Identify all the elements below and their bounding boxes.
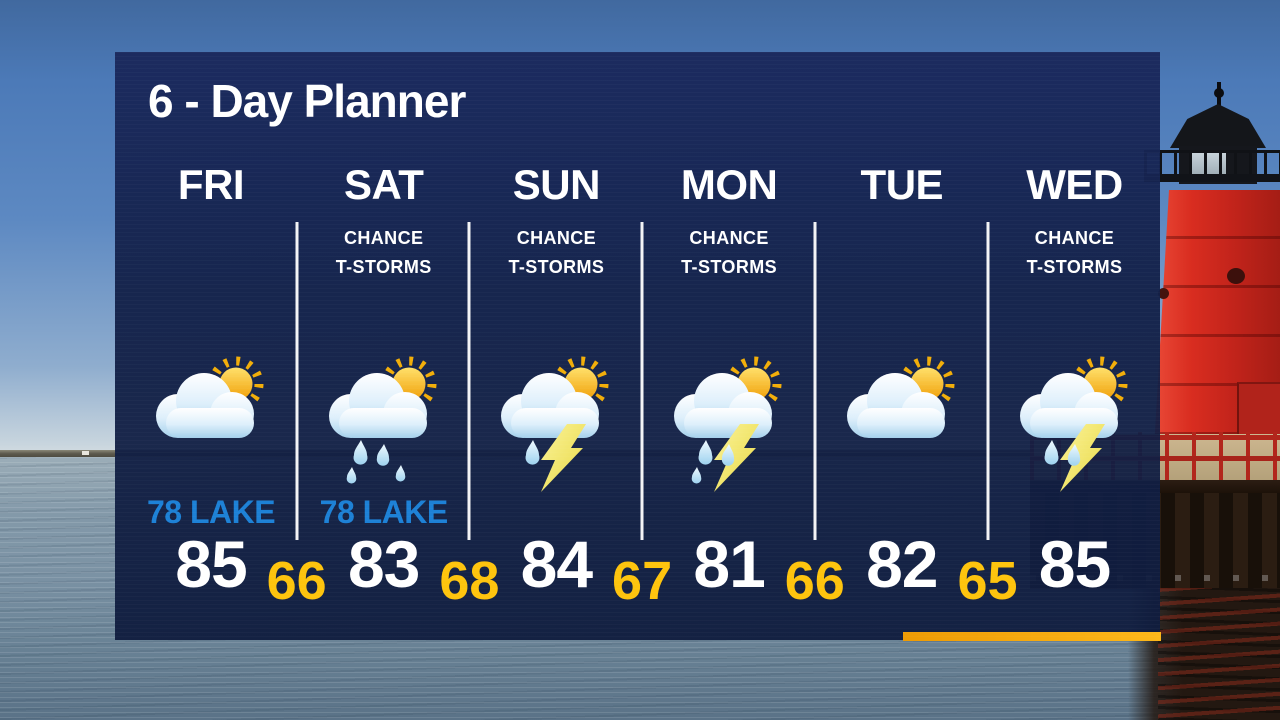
accent-underline	[903, 632, 1161, 641]
condition-text: CHANCE T-STORMS	[297, 224, 471, 286]
day-label: FRI	[177, 161, 245, 208]
column-divider	[813, 222, 817, 540]
high-temp: 85	[1038, 527, 1111, 601]
weather-icon-sun-tstorm	[483, 344, 629, 496]
lighthouse-porthole	[1227, 268, 1245, 284]
column-divider	[640, 222, 644, 540]
distant-building	[82, 451, 89, 455]
weather-icon-partly-cloudy	[138, 344, 284, 496]
lighthouse-gallery-railing	[1144, 150, 1280, 182]
condition-text: CHANCE T-STORMS	[642, 224, 816, 286]
low-temp: 66	[266, 551, 327, 611]
lighthouse-finial	[1214, 82, 1224, 108]
weather-icon-sun-tstorm	[1002, 344, 1148, 496]
column-divider	[467, 222, 471, 540]
lake-temp: 78 LAKE	[319, 494, 449, 530]
weather-icon-partly-cloudy	[829, 344, 975, 496]
forecast-column-mon: MON CHANCE T-STORMS 81	[642, 162, 816, 622]
forecast-column-fri: FRI 78 LAKE 85	[124, 162, 298, 622]
high-temp: 84	[520, 527, 593, 601]
low-temp: 65	[957, 551, 1018, 611]
day-label: MON	[680, 161, 778, 208]
forecast-column-sun: SUN CHANCE T-STORMS 84	[469, 162, 643, 622]
high-temp: 83	[347, 527, 420, 601]
high-temp: 85	[175, 527, 247, 601]
lighthouse-porthole	[1158, 288, 1169, 299]
condition-line: CHANCE	[516, 228, 597, 248]
condition-text: CHANCE T-STORMS	[988, 224, 1162, 286]
forecast-panel: 6 - Day Planner FRI 78 LAKE 85 SAT CHANC…	[115, 52, 1162, 641]
column-divider	[295, 222, 299, 540]
day-label: TUE	[860, 161, 944, 208]
forecast-column-sat: SAT CHANCE T-STORMS 78 LAKE 83	[297, 162, 471, 622]
panel-title: 6 - Day Planner	[148, 75, 466, 127]
lake-temp: 78 LAKE	[146, 494, 276, 530]
weather-icon-sun-tstorm-rain	[656, 344, 802, 496]
condition-line: T-STORMS	[335, 257, 432, 277]
condition-text: CHANCE T-STORMS	[469, 224, 643, 286]
weather-icon-sun-rain	[311, 344, 457, 496]
condition-line: CHANCE	[689, 228, 769, 248]
forecast-column-tue: TUE 82	[815, 162, 989, 622]
condition-line: T-STORMS	[508, 257, 605, 277]
low-temp: 67	[612, 551, 673, 611]
high-temp: 82	[866, 527, 938, 601]
low-temp: 66	[784, 551, 845, 611]
condition-text	[124, 224, 298, 286]
condition-line: T-STORMS	[681, 257, 778, 277]
day-label: SUN	[512, 161, 601, 208]
condition-line: T-STORMS	[1026, 257, 1123, 277]
forecast-column-wed: WED CHANCE T-STORMS 85	[988, 162, 1162, 622]
low-temp: 68	[439, 551, 500, 611]
day-label: WED	[1026, 161, 1123, 208]
condition-line: CHANCE	[343, 228, 424, 248]
condition-text	[815, 224, 989, 286]
column-divider	[986, 222, 989, 540]
condition-line: CHANCE	[1034, 228, 1115, 248]
day-label: SAT	[343, 161, 424, 208]
high-temp: 81	[693, 527, 765, 601]
